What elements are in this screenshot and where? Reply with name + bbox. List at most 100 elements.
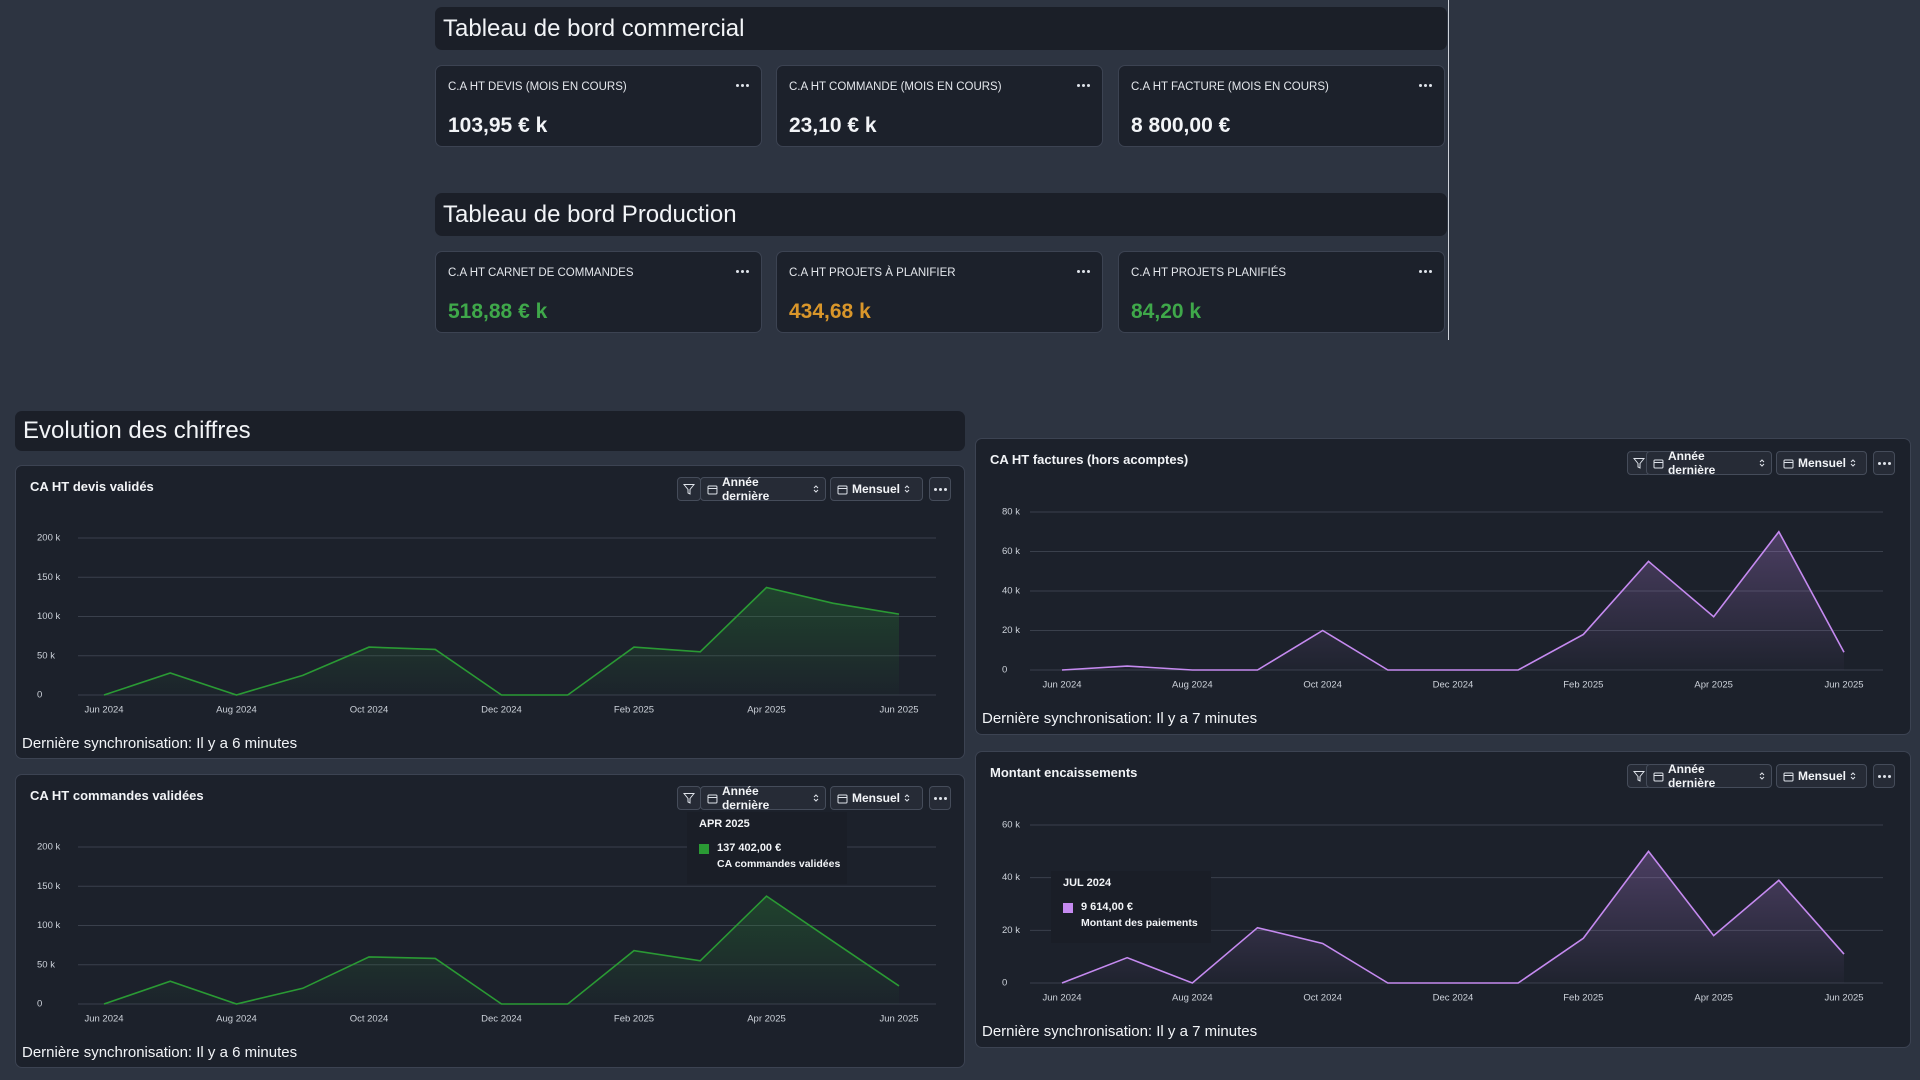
kpi-label: C.A HT COMMANDE (MOIS EN COURS) [789,81,1002,93]
x-tick-label: Feb 2025 [614,1014,654,1025]
x-tick-label: Oct 2024 [1303,680,1342,691]
x-tick-label: Feb 2025 [614,705,654,716]
kpi-card: C.A HT FACTURE (MOIS EN COURS) 8 800,00 € [1118,65,1445,147]
tooltip-swatch [699,844,709,854]
y-tick-label: 0 [1002,978,1007,989]
more-button[interactable] [1077,84,1090,87]
frequency-label: Mensuel [1798,456,1847,470]
frequency-select[interactable]: Mensuel [1776,451,1867,475]
kpi-value: 84,20 k [1131,300,1202,323]
line [1061,850,1845,984]
chart-card: CA HT factures (hors acomptes) Année dern… [975,438,1911,735]
y-tick-label: 80 k [1002,507,1020,518]
frequency-select[interactable]: Mensuel [1776,764,1867,788]
kpi-value: 8 800,00 € [1131,114,1231,137]
kpi-value: 23,10 € k [789,114,877,137]
divider [1448,0,1449,340]
kpi-card: C.A HT CARNET DE COMMANDES 518,88 € k [435,251,762,333]
tooltip: JUL 2024 9 614,00 € Montant des paiements [1051,871,1211,943]
more-button[interactable] [1877,461,1891,465]
chart-title: CA HT devis validés [30,479,154,494]
y-tick-label: 40 k [1002,872,1020,883]
sync-text: Dernière synchronisation: Il y a 7 minut… [982,710,1258,727]
x-tick-label: Jun 2024 [84,705,123,716]
y-tick-label: 50 k [37,650,55,661]
x-tick-label: Jun 2025 [879,1014,918,1025]
frequency-label: Mensuel [852,482,901,496]
sync-text: Dernière synchronisation: Il y a 6 minut… [22,1044,298,1061]
x-tick-label: Dec 2024 [1433,680,1474,691]
frequency-label: Mensuel [852,791,901,805]
period-select[interactable]: Année dernière [1646,762,1772,790]
kpi-value: 103,95 € k [448,114,548,137]
section-header: Tableau de bord Production [435,193,1447,236]
more-button[interactable] [1419,270,1432,273]
y-tick-label: 100 k [37,920,60,931]
y-tick-label: 50 k [37,959,55,970]
more-button[interactable] [1877,774,1891,778]
more-button[interactable] [736,84,749,87]
x-tick-label: Aug 2024 [1172,993,1213,1004]
area [104,587,899,695]
x-tick-label: Dec 2024 [481,705,522,716]
more-button[interactable] [933,796,947,800]
chart-title: CA HT commandes validées [30,788,204,803]
kpi-card: C.A HT DEVIS (MOIS EN COURS) 103,95 € k [435,65,762,147]
x-tick-label: Jun 2024 [84,1014,123,1025]
y-tick-label: 20 k [1002,925,1020,936]
kpi-label: C.A HT CARNET DE COMMANDES [448,267,634,279]
chart-title: CA HT factures (hors acomptes) [990,452,1189,467]
period-label: Année dernière [1667,762,1716,790]
x-tick-label: Feb 2025 [1563,993,1603,1004]
period-select[interactable]: Année dernière [700,475,826,503]
frequency-select[interactable]: Mensuel [830,786,923,810]
chart: 0 50 k 100 k 150 k 200 k Jun 2024 Aug 2024 Oct … [37,533,936,716]
x-tick-label: Apr 2025 [1694,993,1733,1004]
period-select[interactable]: Année dernière [1646,449,1772,477]
more-button[interactable] [1419,84,1432,87]
more-button[interactable] [736,270,749,273]
tooltip-swatch [1063,903,1073,913]
tooltip-value: 9 614,00 € [1081,901,1133,913]
filter-button[interactable] [677,786,701,810]
tooltip-title: APR 2025 [699,818,750,830]
kpi-label: C.A HT PROJETS PLANIFIÉS [1131,267,1287,279]
y-tick-label: 60 k [1002,820,1020,831]
area [1062,851,1844,983]
kpi-card: C.A HT PROJETS À PLANIFIER 434,68 k [776,251,1103,333]
area [1062,531,1844,670]
y-tick-label: 200 k [37,842,60,853]
y-tick-label: 0 [37,690,42,701]
y-tick-label: 150 k [37,572,60,583]
more-button[interactable] [1077,270,1090,273]
line [103,895,900,1005]
section-header: Tableau de bord commercial [435,7,1447,50]
period-select[interactable]: Année dernière [700,784,826,812]
x-tick-label: Oct 2024 [1303,993,1342,1004]
y-tick-label: 20 k [1002,625,1020,636]
kpi-card: C.A HT PROJETS PLANIFIÉS 84,20 k [1118,251,1445,333]
kpi-value: 518,88 € k [448,300,548,323]
x-tick-label: Oct 2024 [350,705,389,716]
y-tick-label: 0 [1002,665,1007,676]
tooltip-series: CA commandes validées [717,858,841,870]
x-tick-label: Dec 2024 [481,1014,522,1025]
chart-card: Montant encaissements Année dernière Mensu… [975,751,1911,1048]
kpi-value: 434,68 k [789,300,871,323]
more-button[interactable] [933,487,947,491]
kpi-label: C.A HT FACTURE (MOIS EN COURS) [1131,81,1329,93]
period-label: Année dernière [721,784,770,812]
y-tick-label: 0 [37,999,42,1010]
y-tick-label: 60 k [1002,546,1020,557]
chart-card: CA HT devis validés Année dernière Mensuel… [15,465,965,759]
tooltip-value: 137 402,00 € [717,842,782,854]
x-tick-label: Oct 2024 [350,1014,389,1025]
chart: 0 20 k 40 k 60 k Jun 2024 Aug 2024 Oct 2024 Dec… [1002,820,1883,1004]
period-label: Année dernière [721,475,770,503]
y-tick-label: 200 k [37,533,60,544]
frequency-select[interactable]: Mensuel [830,477,923,501]
x-tick-label: Jun 2024 [1042,680,1081,691]
x-tick-label: Jun 2025 [1824,680,1863,691]
x-tick-label: Apr 2025 [747,1014,786,1025]
